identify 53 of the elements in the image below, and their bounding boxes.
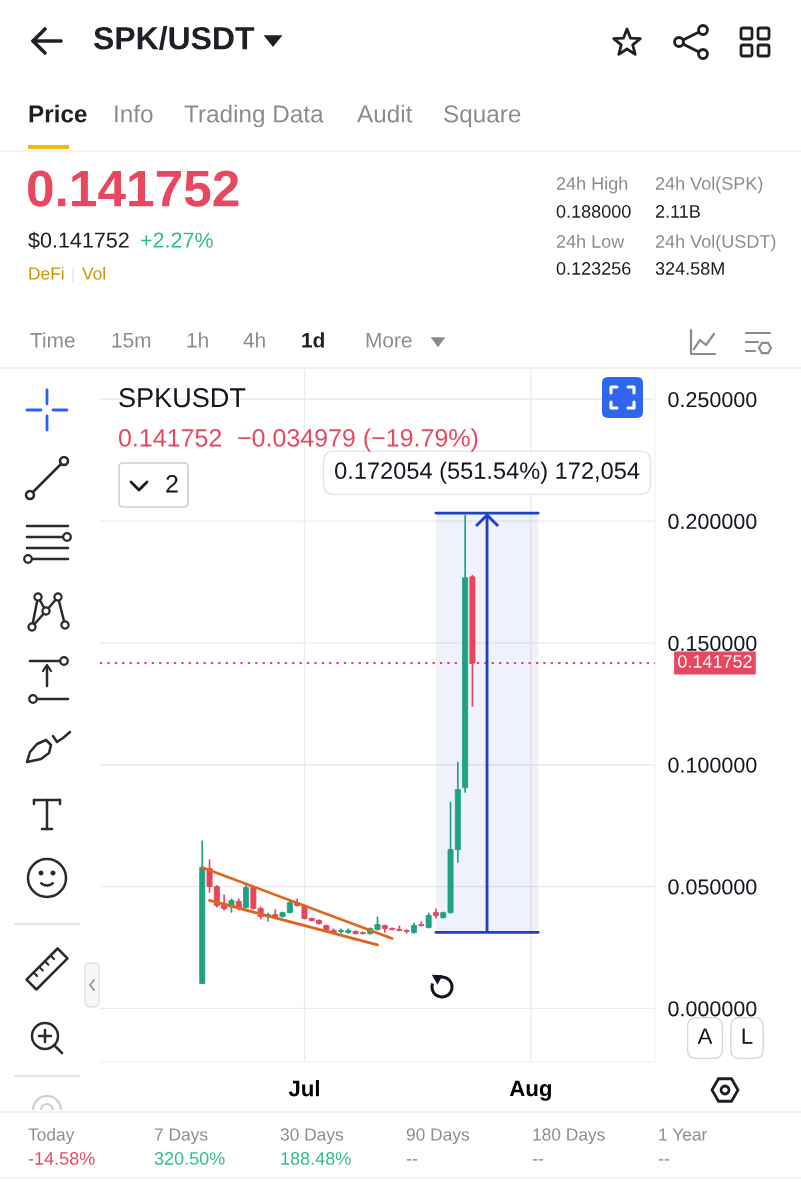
text: 1 Year xyxy=(659,1128,707,1141)
text: Square xyxy=(444,105,521,128)
ref-line-label: 0.141752 xyxy=(678,655,752,668)
text: 4h xyxy=(243,332,265,348)
text: 180 Days xyxy=(533,1128,605,1145)
y-tick-label: 0.200000 xyxy=(668,513,757,530)
y-tick-label: 0.150000 xyxy=(668,635,757,651)
y-tick-label: 0.000000 xyxy=(668,1001,757,1017)
text: $0.141752 xyxy=(28,231,129,250)
text: Audit xyxy=(357,104,413,123)
annotation: −0.034979 (−19.79%) xyxy=(238,428,478,452)
chart-title: SPK/USDT xyxy=(93,26,255,50)
text: Price xyxy=(29,104,87,123)
text: +2.27% xyxy=(141,232,213,248)
text: 320.50% xyxy=(154,1152,225,1165)
text: Vol xyxy=(82,266,105,280)
text: DeFi xyxy=(29,266,64,280)
text: 2.11B xyxy=(655,205,700,218)
text: 0.123256 xyxy=(556,262,631,275)
text: Info xyxy=(115,104,153,123)
text: -- xyxy=(532,1159,544,1161)
text: 15m xyxy=(112,333,151,348)
x-tick-label: Jul xyxy=(288,1080,319,1097)
annotation: 2 xyxy=(166,475,178,493)
y-tick-label: 0.050000 xyxy=(668,879,757,895)
text: 24h High xyxy=(556,176,628,194)
text: 1h xyxy=(187,332,208,348)
y-tick-label: 0.250000 xyxy=(668,392,757,408)
text: 24h Low xyxy=(556,234,625,248)
annotation: SPKUSDT xyxy=(119,388,246,408)
text: 90 Days xyxy=(406,1128,470,1145)
annotation: 0.172054 (551.54%) 172,054 xyxy=(335,461,640,484)
text: L xyxy=(742,1028,753,1044)
text: 188.48% xyxy=(281,1152,351,1165)
y-tick-label: 0.100000 xyxy=(668,757,757,773)
text: 1d xyxy=(302,332,324,348)
text: Trading Data xyxy=(184,104,324,128)
text: A xyxy=(697,1028,713,1044)
text: -- xyxy=(406,1159,418,1161)
text: 30 Days xyxy=(280,1128,344,1145)
text: -14.58% xyxy=(28,1152,95,1165)
annotation: 0.141752 xyxy=(118,429,222,447)
text: 0.188000 xyxy=(556,205,631,218)
text: More xyxy=(366,333,412,348)
text: Time xyxy=(30,332,75,348)
text: 0.141752 xyxy=(28,170,239,207)
text: 7 Days xyxy=(154,1128,208,1145)
text: Today xyxy=(28,1127,75,1145)
text: 324.58M xyxy=(655,262,724,275)
text: 24h Vol(USDT) xyxy=(655,234,776,252)
x-tick-label: Aug xyxy=(509,1080,551,1101)
text: 24h Vol(SPK) xyxy=(655,176,763,194)
text: -- xyxy=(658,1159,670,1161)
